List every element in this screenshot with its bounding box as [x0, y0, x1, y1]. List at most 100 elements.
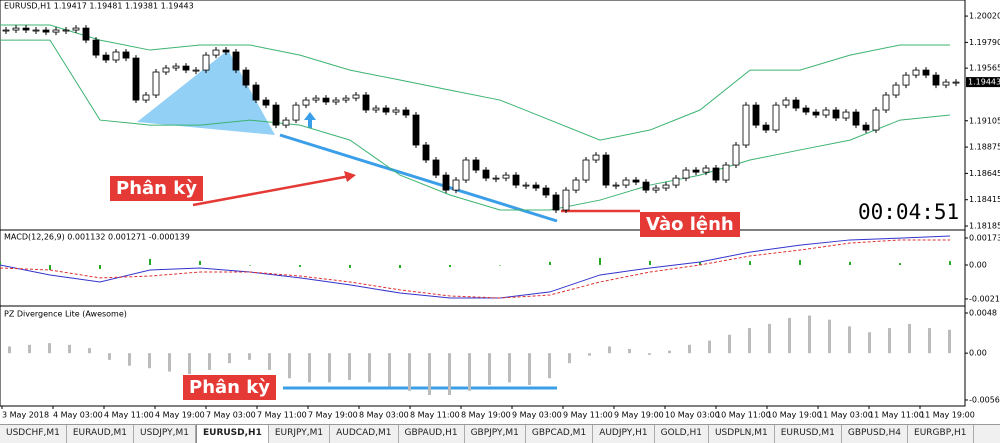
y-tick-label: 1.18645: [969, 169, 1000, 178]
candle: [552, 194, 560, 211]
macd-histogram-bar: [49, 264, 51, 270]
macd-histogram-bar: [549, 261, 551, 265]
candle: [422, 144, 430, 161]
candle: [172, 65, 180, 69]
chart-tab[interactable]: GOLD,H1: [655, 425, 709, 443]
tab-bar: USDCHF,M1 EURAUD,M1 USDJPY,M1 EURUSD,H1 EURJ…: [0, 424, 1000, 443]
awesome-bar: [48, 343, 51, 354]
y-tick-label: 1.18415: [969, 195, 1000, 204]
time-label: 11 May 11:00: [869, 411, 924, 420]
window-title: EURUSD,H1 1.19417 1.19481 1.19381 1.1944…: [4, 2, 194, 11]
chart-tab[interactable]: GBPAUD,H1: [399, 425, 465, 443]
candle: [152, 71, 160, 96]
chart-tab[interactable]: AUDJPY,H1: [593, 425, 655, 443]
awesome-bar: [28, 344, 31, 354]
awesome-bar: [768, 323, 771, 354]
time-label: 9 May 03:00: [512, 411, 562, 420]
macd-histogram-bar: [449, 264, 451, 268]
candle: [672, 177, 680, 186]
awesome-bar: [568, 353, 571, 364]
awesome-bar: [688, 344, 691, 354]
macd-histogram-bar: [499, 264, 501, 266]
chart-tab[interactable]: USDPLN,M1: [709, 425, 775, 443]
candle: [392, 109, 400, 113]
chart-tab[interactable]: EURGBP,H1: [908, 425, 974, 443]
chart-tab[interactable]: GBPCAD,M1: [526, 425, 594, 443]
chart-tab[interactable]: EURJPY,M1: [269, 425, 331, 443]
candle: [822, 109, 830, 116]
candle: [312, 97, 320, 101]
awesome-bar: [208, 353, 211, 370]
chart-tab[interactable]: EURUSD,H1: [195, 425, 269, 443]
chart-tab[interactable]: USDCHF,M1: [0, 425, 67, 443]
arrow: [192, 174, 351, 207]
time-label: 4 May 03:00: [53, 411, 103, 420]
time-label: 4 May 11:00: [104, 411, 154, 420]
y-tick-label: 1.18185: [969, 222, 1000, 231]
candle: [42, 29, 50, 33]
candle: [482, 169, 490, 179]
chart-tab[interactable]: AUDCAD,M1: [330, 425, 399, 443]
candle: [812, 111, 820, 116]
countdown: 00:04:51: [858, 200, 960, 224]
candle: [52, 29, 60, 33]
annotation-label: Vào lệnh: [640, 212, 740, 237]
awesome-bar: [268, 353, 271, 370]
chart-tab[interactable]: GBPUSD,H4: [842, 425, 909, 443]
candle: [22, 27, 30, 31]
time-label: 10 May 03:00: [665, 411, 720, 420]
candle: [202, 54, 210, 71]
candle: [102, 54, 110, 61]
awesome-bar: [68, 344, 71, 354]
candle: [182, 65, 190, 71]
y-tick-label: 0.0048: [969, 309, 997, 318]
awesome-bar: [808, 315, 811, 354]
chart-tab[interactable]: USDJPY,M1: [134, 425, 196, 443]
awesome-bar: [648, 353, 651, 355]
awesome-bar: [888, 328, 891, 354]
awesome-bar: [848, 326, 851, 354]
awesome-bar: [288, 353, 291, 379]
chart-tab[interactable]: GBPJPY,M1: [465, 425, 526, 443]
candle: [952, 81, 960, 84]
y-tick-label: 0.00: [969, 260, 987, 269]
candle: [222, 49, 230, 53]
candle: [472, 159, 480, 171]
time-label: 11 May 03:00: [818, 411, 873, 420]
awesome-bar: [908, 323, 911, 354]
candle: [592, 154, 600, 161]
time-label: 7 May 11:00: [257, 411, 307, 420]
chart: EURUSD,H1 1.19417 1.19481 1.19381 1.1944…: [0, 0, 1000, 420]
candle: [92, 39, 100, 56]
candle: [932, 74, 940, 86]
awesome-bar: [168, 353, 171, 372]
candle: [712, 167, 720, 181]
time-label: 8 May 11:00: [410, 411, 460, 420]
annotation-label: Phân kỳ: [110, 176, 203, 201]
candle: [792, 99, 800, 109]
chart-tab[interactable]: EURUSD,M1: [775, 425, 842, 443]
candle: [602, 154, 610, 186]
awesome-bar: [548, 353, 551, 379]
awesome-bar: [468, 353, 471, 391]
awesome-bar: [588, 353, 591, 356]
awesome-bar: [528, 353, 531, 385]
candle: [162, 67, 170, 73]
candle: [502, 174, 510, 179]
candle: [582, 159, 590, 181]
candle: [892, 84, 900, 96]
candle: [2, 29, 10, 32]
macd-histogram-bar: [399, 264, 401, 269]
time-label: 11 May 19:00: [920, 411, 975, 420]
chart-tab[interactable]: EURAUD,M1: [67, 425, 135, 443]
time-label: 3 May 2018: [2, 411, 49, 420]
macd-histogram-bar: [99, 264, 101, 270]
awesome-bar: [608, 346, 611, 354]
macd-histogram-bar: [249, 264, 251, 266]
awesome-bar: [488, 353, 491, 385]
y-tick-label: -0.0056: [969, 395, 1000, 404]
candle: [352, 94, 360, 99]
candle: [12, 27, 20, 31]
awesome-bar: [448, 353, 451, 395]
